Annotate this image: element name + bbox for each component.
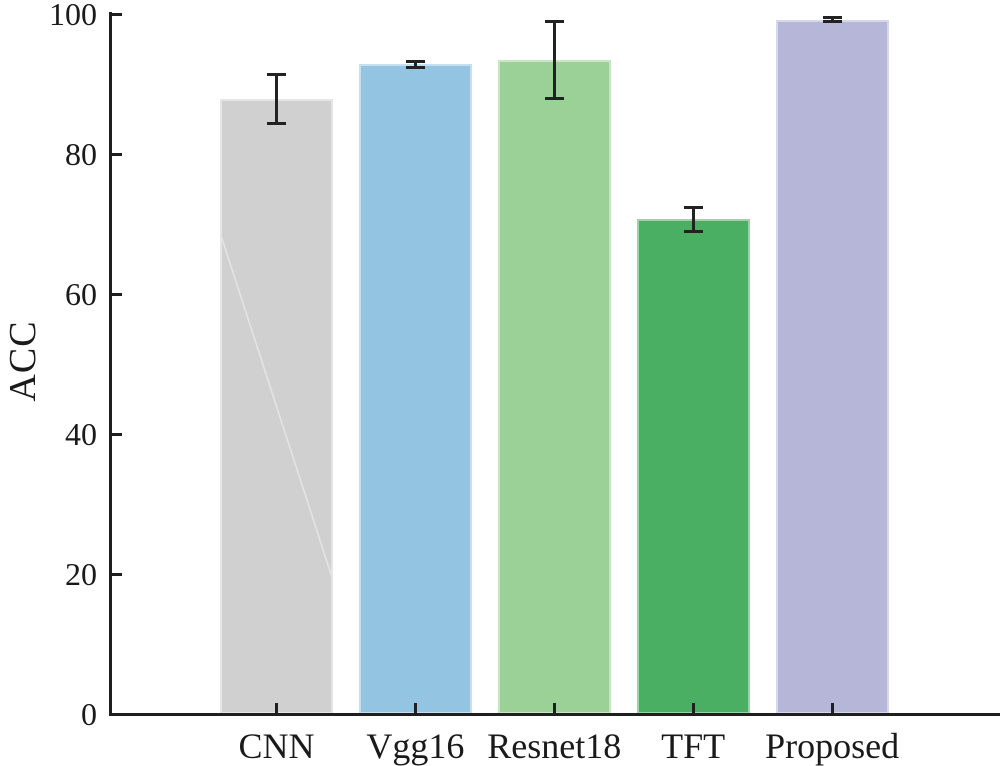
x-tick-label-resnet18: Resnet18 — [487, 726, 622, 766]
error-bar-cap-top — [267, 72, 286, 76]
error-bar-cap-top — [683, 205, 703, 209]
y-tick — [111, 572, 122, 576]
error-bar-cap-bottom — [405, 65, 425, 69]
error-bar-line — [275, 74, 278, 124]
y-tick — [111, 432, 122, 436]
error-bar-line — [413, 61, 417, 68]
bar-cnn — [220, 98, 333, 714]
bar-proposed — [775, 19, 889, 714]
error-bar-cap-top — [822, 16, 842, 19]
x-tick — [830, 702, 834, 713]
error-bar-cap-bottom — [267, 121, 286, 125]
x-tick-label-proposed: Proposed — [765, 726, 900, 766]
y-tick — [111, 12, 122, 16]
y-tick — [111, 152, 122, 156]
error-bar-cap-top — [544, 20, 564, 24]
x-tick-label-tft: TFT — [661, 726, 726, 766]
y-axis-line — [108, 12, 112, 716]
x-tick — [691, 702, 695, 713]
y-tick-label-80: 80 — [65, 136, 97, 172]
error-bar-line — [552, 21, 556, 99]
bar-vgg16 — [358, 64, 472, 714]
x-tick — [413, 702, 417, 713]
x-axis-line — [108, 712, 1000, 716]
error-bar-cap-top — [405, 60, 425, 64]
y-axis-title: ACC — [2, 320, 44, 402]
error-bar-line — [691, 207, 695, 231]
y-tick-label-20: 20 — [65, 556, 97, 592]
x-tick — [275, 702, 278, 713]
y-tick-label-100: 100 — [49, 0, 97, 32]
x-tick-label-vgg16: Vgg16 — [366, 726, 465, 766]
error-bar-cap-bottom — [822, 20, 842, 24]
error-bar-line — [830, 17, 834, 22]
x-tick-label-cnn: CNN — [238, 726, 315, 766]
y-tick-label-40: 40 — [65, 416, 97, 452]
y-tick — [111, 292, 122, 296]
x-tick — [552, 702, 556, 713]
error-bar-cap-bottom — [544, 97, 564, 101]
y-tick-label-0: 0 — [81, 696, 97, 732]
bar-tft — [636, 219, 750, 714]
bar-resnet18 — [497, 60, 611, 714]
y-tick-label-60: 60 — [65, 276, 97, 312]
error-bar-cap-bottom — [683, 229, 703, 233]
